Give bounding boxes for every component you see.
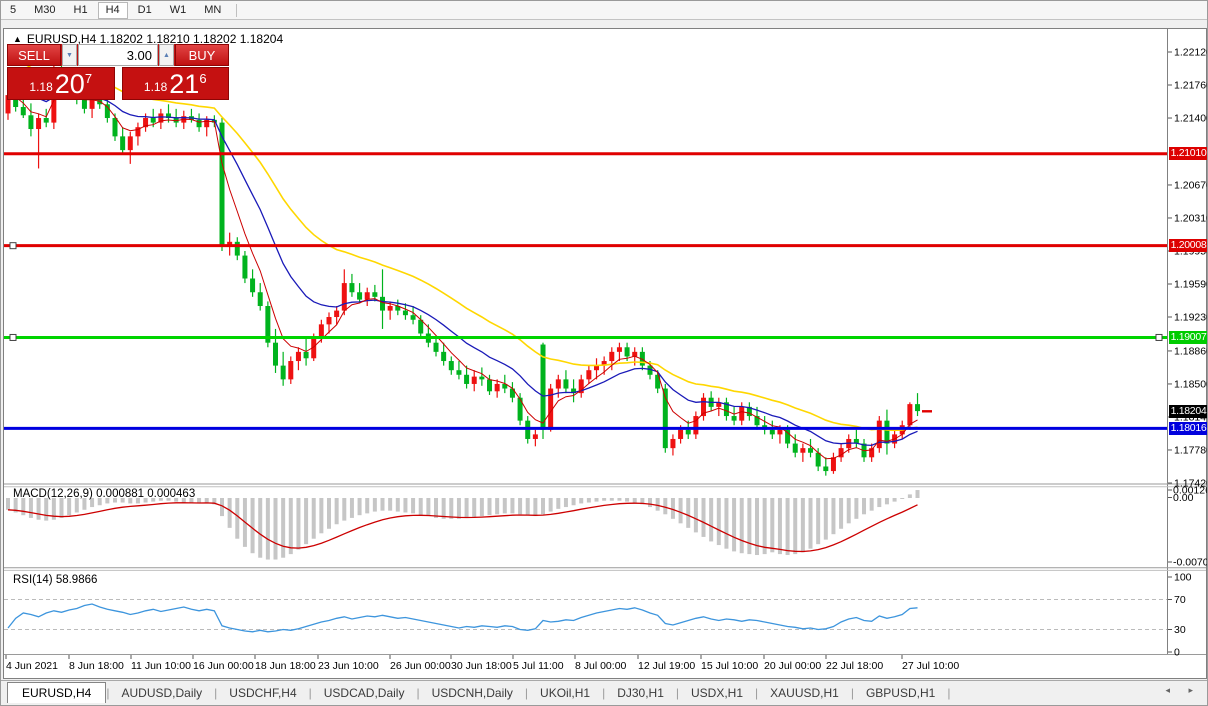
svg-text:30 Jun 18:00: 30 Jun 18:00 xyxy=(451,660,512,672)
price-badge-1.18016: 1.18016 xyxy=(1169,421,1207,435)
chart-title: ▲ EURUSD,H4 1.18202 1.18210 1.18202 1.182… xyxy=(13,32,283,46)
tab-separator: | xyxy=(214,686,218,700)
svg-text:0.00: 0.00 xyxy=(1173,492,1194,504)
chart-tab-audusd[interactable]: AUDUSD,Daily xyxy=(121,686,203,700)
symbol-triangle-icon: ▲ xyxy=(13,34,22,44)
timeframe-toolbar: 5 M30 H1 H4 D1 W1 MN xyxy=(1,1,1207,20)
timeframe-button-m30[interactable]: M30 xyxy=(34,3,56,16)
buy-price-big: 21 xyxy=(169,69,200,99)
svg-text:100: 100 xyxy=(1174,572,1192,584)
tab-separator: | xyxy=(602,686,606,700)
svg-text:1.18860: 1.18860 xyxy=(1174,345,1208,357)
svg-text:1.19590: 1.19590 xyxy=(1174,279,1208,291)
svg-text:15 Jul 10:00: 15 Jul 10:00 xyxy=(701,660,758,672)
svg-text:70: 70 xyxy=(1174,594,1186,606)
tab-separator: | xyxy=(947,686,951,700)
svg-text:1.21760: 1.21760 xyxy=(1174,80,1208,92)
svg-text:1.21400: 1.21400 xyxy=(1174,113,1208,125)
svg-text:11 Jun 10:00: 11 Jun 10:00 xyxy=(131,660,191,672)
chart-tab-xauusd[interactable]: XAUUSD,H1 xyxy=(770,686,839,700)
price-badge-1.21010: 1.21010 xyxy=(1169,147,1207,161)
chart-tab-gbpusd[interactable]: GBPUSD,H1 xyxy=(865,686,936,700)
svg-text:1.22120: 1.22120 xyxy=(1174,47,1208,59)
svg-text:12 Jul 19:00: 12 Jul 19:00 xyxy=(638,660,695,672)
volume-decrease-button[interactable]: ▼ xyxy=(62,44,77,66)
svg-text:1.19230: 1.19230 xyxy=(1174,312,1208,324)
macd-indicator-label: MACD(12,26,9) 0.000881 0.000463 xyxy=(13,488,196,500)
volume-increase-button[interactable]: ▲ xyxy=(159,44,174,66)
buy-price-prefix: 1.18 xyxy=(143,80,168,94)
one-click-trade-panel: SELL ▼ ▲ BUY 1.18 20 7 1.18 21 6 xyxy=(7,44,229,100)
tab-separator: | xyxy=(416,686,420,700)
sell-button[interactable]: SELL xyxy=(7,44,61,66)
svg-text:27 Jul 10:00: 27 Jul 10:00 xyxy=(902,660,959,672)
volume-input[interactable] xyxy=(78,44,158,66)
svg-text:1.17780: 1.17780 xyxy=(1174,444,1208,456)
svg-text:8 Jul 00:00: 8 Jul 00:00 xyxy=(575,660,627,672)
svg-text:1.20670: 1.20670 xyxy=(1174,179,1208,191)
price-badge-1.20008: 1.20008 xyxy=(1169,239,1207,253)
timeframe-button-w1[interactable]: W1 xyxy=(169,3,187,16)
rsi-indicator-label: RSI(14) 58.9866 xyxy=(13,574,98,586)
svg-text:16 Jun 00:00: 16 Jun 00:00 xyxy=(193,660,254,672)
sell-price-prefix: 1.18 xyxy=(29,80,53,94)
buy-button[interactable]: BUY xyxy=(175,44,229,66)
svg-text:0: 0 xyxy=(1174,647,1180,659)
chart-tab-usdcnh[interactable]: USDCNH,Daily xyxy=(431,686,513,700)
svg-text:4 Jun 2021: 4 Jun 2021 xyxy=(6,660,58,672)
svg-text:8 Jun 18:00: 8 Jun 18:00 xyxy=(69,660,124,672)
tab-separator: | xyxy=(106,686,110,700)
svg-text:30: 30 xyxy=(1174,624,1186,636)
chart-tab-usdx[interactable]: USDX,H1 xyxy=(691,686,744,700)
svg-text:26 Jun 00:00: 26 Jun 00:00 xyxy=(390,660,451,672)
ohlc-readout: EURUSD,H4 1.18202 1.18210 1.18202 1.1820… xyxy=(26,32,284,46)
svg-text:1.20310: 1.20310 xyxy=(1174,212,1208,224)
svg-text:5 Jul 11:00: 5 Jul 11:00 xyxy=(513,660,564,672)
toolbar-separator xyxy=(236,3,238,17)
tab-separator: | xyxy=(524,686,529,700)
timeframe-button-mn[interactable]: MN xyxy=(204,3,222,16)
tab-separator: | xyxy=(675,686,679,700)
svg-text:20 Jul 00:00: 20 Jul 00:00 xyxy=(764,660,821,672)
buy-price-display[interactable]: 1.18 21 6 xyxy=(121,67,229,100)
chart-tab-ukoil[interactable]: UKOil,H1 xyxy=(540,686,591,700)
chart-tab-usdcad[interactable]: USDCAD,Daily xyxy=(323,686,405,700)
buy-price-sup: 6 xyxy=(199,71,207,86)
sell-price-sup: 7 xyxy=(84,71,93,86)
chart-tab-eurusd[interactable]: EURUSD,H4 xyxy=(7,682,107,703)
svg-text:-0.00707: -0.00707 xyxy=(1173,557,1208,569)
price-badge-1.19007: 1.19007 xyxy=(1169,330,1207,344)
chart-tab-dj30[interactable]: DJ30,H1 xyxy=(617,686,664,700)
price-badge-1.18204: 1.18204 xyxy=(1169,404,1207,418)
tab-separator: | xyxy=(308,686,312,700)
svg-text:23 Jun 10:00: 23 Jun 10:00 xyxy=(318,660,379,672)
sell-price-big: 20 xyxy=(54,69,85,99)
timeframe-button-h4[interactable]: H4 xyxy=(97,1,128,19)
sell-price-display[interactable]: 1.18 20 7 xyxy=(7,67,115,100)
chart-tab-usdchf[interactable]: USDCHF,H4 xyxy=(229,686,297,700)
timeframe-button-5[interactable]: 5 xyxy=(10,3,17,16)
timeframe-button-h1[interactable]: H1 xyxy=(73,3,88,16)
tab-separator: | xyxy=(850,686,854,700)
svg-text:22 Jul 18:00: 22 Jul 18:00 xyxy=(826,660,883,672)
svg-text:1.18500: 1.18500 xyxy=(1174,378,1208,390)
timeframe-button-d1[interactable]: D1 xyxy=(137,3,152,16)
chart-tab-bar: EURUSD,H4 | AUDUSD,Daily | USDCHF,H4 | USDCAD,… xyxy=(1,680,1207,703)
tab-scroll-arrows[interactable]: ◂ ▸ xyxy=(1165,685,1201,695)
svg-text:0.00126: 0.00126 xyxy=(1173,485,1208,497)
svg-text:18 Jun 18:00: 18 Jun 18:00 xyxy=(255,660,316,672)
tab-separator: | xyxy=(755,686,759,700)
